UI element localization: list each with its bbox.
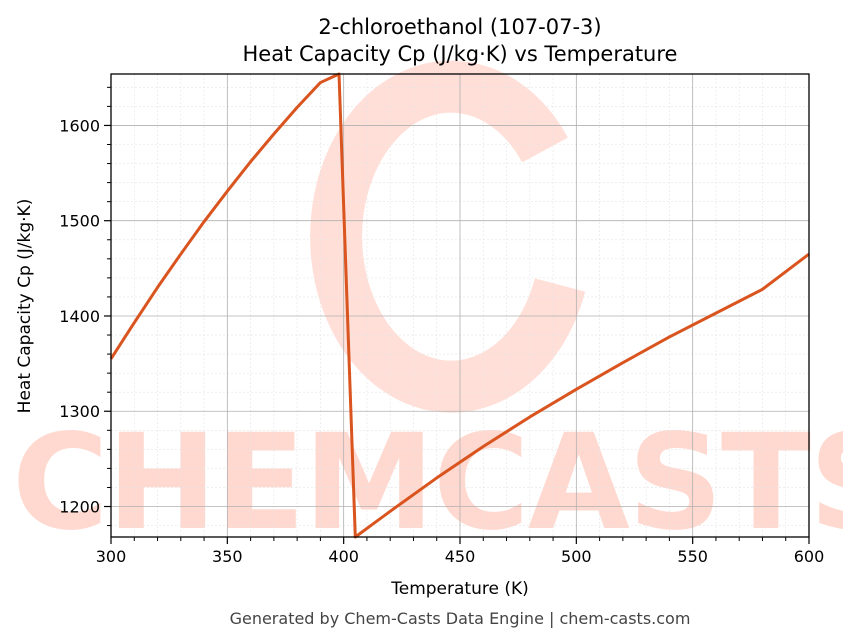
series-line — [109, 72, 810, 539]
x-tick-label: 600 — [794, 547, 825, 566]
x-tick-label: 500 — [561, 547, 592, 566]
series-group — [109, 72, 810, 539]
x-axis-label: Temperature (K) — [390, 579, 529, 599]
axis-ticks: 300 350 400 450 500 550 600 1200 1300 1400 1500 160… — [59, 86, 825, 566]
x-tick-label: 400 — [328, 547, 359, 566]
y-tick-label: 1600 — [59, 116, 100, 135]
y-tick-label: 1400 — [59, 307, 100, 326]
x-tick-label: 550 — [677, 547, 708, 566]
y-tick-label: 1500 — [59, 212, 100, 231]
y-tick-label: 1300 — [59, 402, 100, 421]
watermark: CHEMCASTS — [12, 60, 843, 560]
footer-credit: Generated by Chem-Casts Data Engine | ch… — [230, 609, 691, 628]
x-tick-label: 350 — [212, 547, 243, 566]
y-axis-label: Heat Capacity Cp (J/kg·K) — [15, 199, 35, 414]
x-tick-label: 450 — [445, 547, 476, 566]
chart-subtitle: Heat Capacity Cp (J/kg·K) vs Temperature — [243, 42, 678, 66]
y-tick-label: 1200 — [59, 498, 100, 517]
chart-title: 2-chloroethanol (107-07-3) — [318, 15, 601, 39]
x-tick-label: 300 — [96, 547, 127, 566]
watermark-logo-icon — [310, 60, 586, 413]
